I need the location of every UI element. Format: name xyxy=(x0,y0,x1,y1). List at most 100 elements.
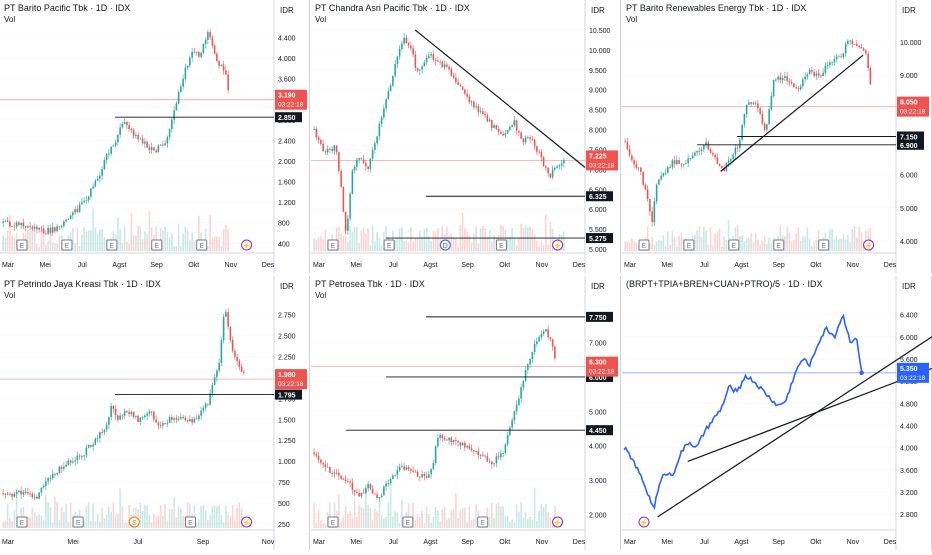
volume-bar xyxy=(356,516,358,528)
candle-body xyxy=(443,64,446,68)
candle-body xyxy=(416,67,419,71)
chart-panel-tpia[interactable]: 10.50010.0009.5009.0008.5008.0007.5007.0… xyxy=(311,0,621,273)
y-tick-label: 1.750 xyxy=(278,396,296,403)
candle-body xyxy=(752,102,755,104)
volume-bar xyxy=(678,235,680,251)
candle-body xyxy=(437,60,439,62)
candle-body xyxy=(45,233,47,235)
candle-body xyxy=(51,474,54,478)
volume-bar xyxy=(466,231,468,251)
candle-body xyxy=(811,70,813,72)
candle-body xyxy=(121,124,124,128)
volume-bar xyxy=(488,516,491,528)
volume-label: Vol xyxy=(626,15,638,24)
volume-bar xyxy=(563,231,565,251)
event-marker xyxy=(151,239,163,251)
candle-body xyxy=(488,119,491,122)
volume-bar xyxy=(700,236,703,251)
y-tick-label: 3.600 xyxy=(900,468,918,475)
candle-body xyxy=(502,452,504,454)
level-label-bg xyxy=(897,131,924,142)
volume-bar xyxy=(470,520,473,528)
volume-bar xyxy=(222,522,225,528)
x-tick-label: Mar xyxy=(624,539,637,546)
currency-label: IDR xyxy=(591,282,605,291)
event-marker xyxy=(16,239,28,251)
volume-bar xyxy=(347,242,349,251)
chart-panel-brpt[interactable]: 4.4004.0003.6003.2002.8002.4002.0001.600… xyxy=(0,0,310,273)
candle-body xyxy=(65,219,67,222)
volume-bar xyxy=(414,519,417,528)
volume-bar xyxy=(509,521,511,528)
volume-bar xyxy=(141,511,144,528)
event-marker-label: E xyxy=(65,243,70,250)
chart-panel-combo[interactable]: 6.4006.0005.6005.2004.8004.4004.0003.600… xyxy=(622,276,932,550)
volume-bar xyxy=(56,501,58,528)
volume-bar xyxy=(545,503,547,528)
y-tick-label: 10.000 xyxy=(900,40,922,47)
x-tick-label: Agst xyxy=(112,262,126,269)
level-label-bg xyxy=(275,112,302,123)
candle-body xyxy=(547,329,549,338)
volume-bar xyxy=(549,221,552,251)
x-tick-label: Okt xyxy=(810,262,821,269)
volume-bar xyxy=(811,245,813,251)
volume-bar xyxy=(423,523,426,528)
candle-body xyxy=(682,163,685,165)
event-marker-label: E xyxy=(387,243,392,250)
volume-bar xyxy=(342,235,345,251)
volume-bar xyxy=(761,240,764,251)
x-tick-label: Nov xyxy=(262,539,275,546)
candle-body xyxy=(407,43,410,46)
candle-body xyxy=(222,316,225,341)
x-tick-label: Mei xyxy=(40,262,52,269)
candle-body xyxy=(475,106,477,108)
candle-body xyxy=(360,158,363,160)
x-tick-label: Des xyxy=(573,262,586,269)
x-tick-label: Okt xyxy=(188,262,199,269)
candle-body xyxy=(351,170,354,194)
volume-bar xyxy=(464,228,466,251)
volume-bar xyxy=(542,245,545,251)
volume-bar xyxy=(101,508,103,528)
volume-bar xyxy=(524,512,527,528)
candle-body xyxy=(835,56,838,60)
candle-body xyxy=(482,111,484,115)
volume-bar xyxy=(475,504,477,528)
candle-body xyxy=(383,108,385,118)
candle-body xyxy=(394,475,396,476)
candle-body xyxy=(376,494,378,499)
candle-body xyxy=(407,467,410,470)
volume-bar xyxy=(455,237,457,251)
candle-body xyxy=(703,145,705,150)
candle-body xyxy=(788,80,791,83)
countdown-label: 03:22:18 xyxy=(900,375,926,382)
volume-bar xyxy=(766,243,768,251)
event-marker-label: E xyxy=(331,243,336,250)
y-tick-label: 6.000 xyxy=(900,173,918,180)
volume-bar xyxy=(81,235,83,251)
candle-body xyxy=(459,442,462,446)
candle-body xyxy=(148,147,151,150)
volume-bar xyxy=(473,518,475,528)
chart-panel-bren[interactable]: 10.0009.0008.0007.0006.0005.0004.000MarM… xyxy=(622,0,932,273)
volume-bar xyxy=(322,238,324,251)
event-marker xyxy=(495,239,507,251)
candle-body xyxy=(96,178,99,181)
chart-panel-ptro[interactable]: 7.000 6.000 5.000 4.000 3.000 2.000 Mar Mei Jul A… xyxy=(311,276,621,550)
candle-body xyxy=(356,159,358,167)
candle-body xyxy=(560,163,563,166)
candle-body xyxy=(78,204,81,212)
last-price-label: 7.225 xyxy=(589,153,607,160)
event-marker xyxy=(327,239,339,251)
y-tick-label: 250 xyxy=(278,522,290,529)
volume-bar xyxy=(121,506,124,528)
event-marker xyxy=(728,239,740,251)
volume-bar xyxy=(673,236,676,251)
volume-bar xyxy=(231,505,234,528)
volume-bar xyxy=(96,513,99,528)
candle-body xyxy=(820,75,822,77)
candle-body xyxy=(398,466,401,471)
y-tick-label: 9.500 xyxy=(589,68,607,75)
chart-panel-cuan[interactable]: 2.7502.5002.2502.0001.7501.5001.2501.000… xyxy=(0,276,310,550)
